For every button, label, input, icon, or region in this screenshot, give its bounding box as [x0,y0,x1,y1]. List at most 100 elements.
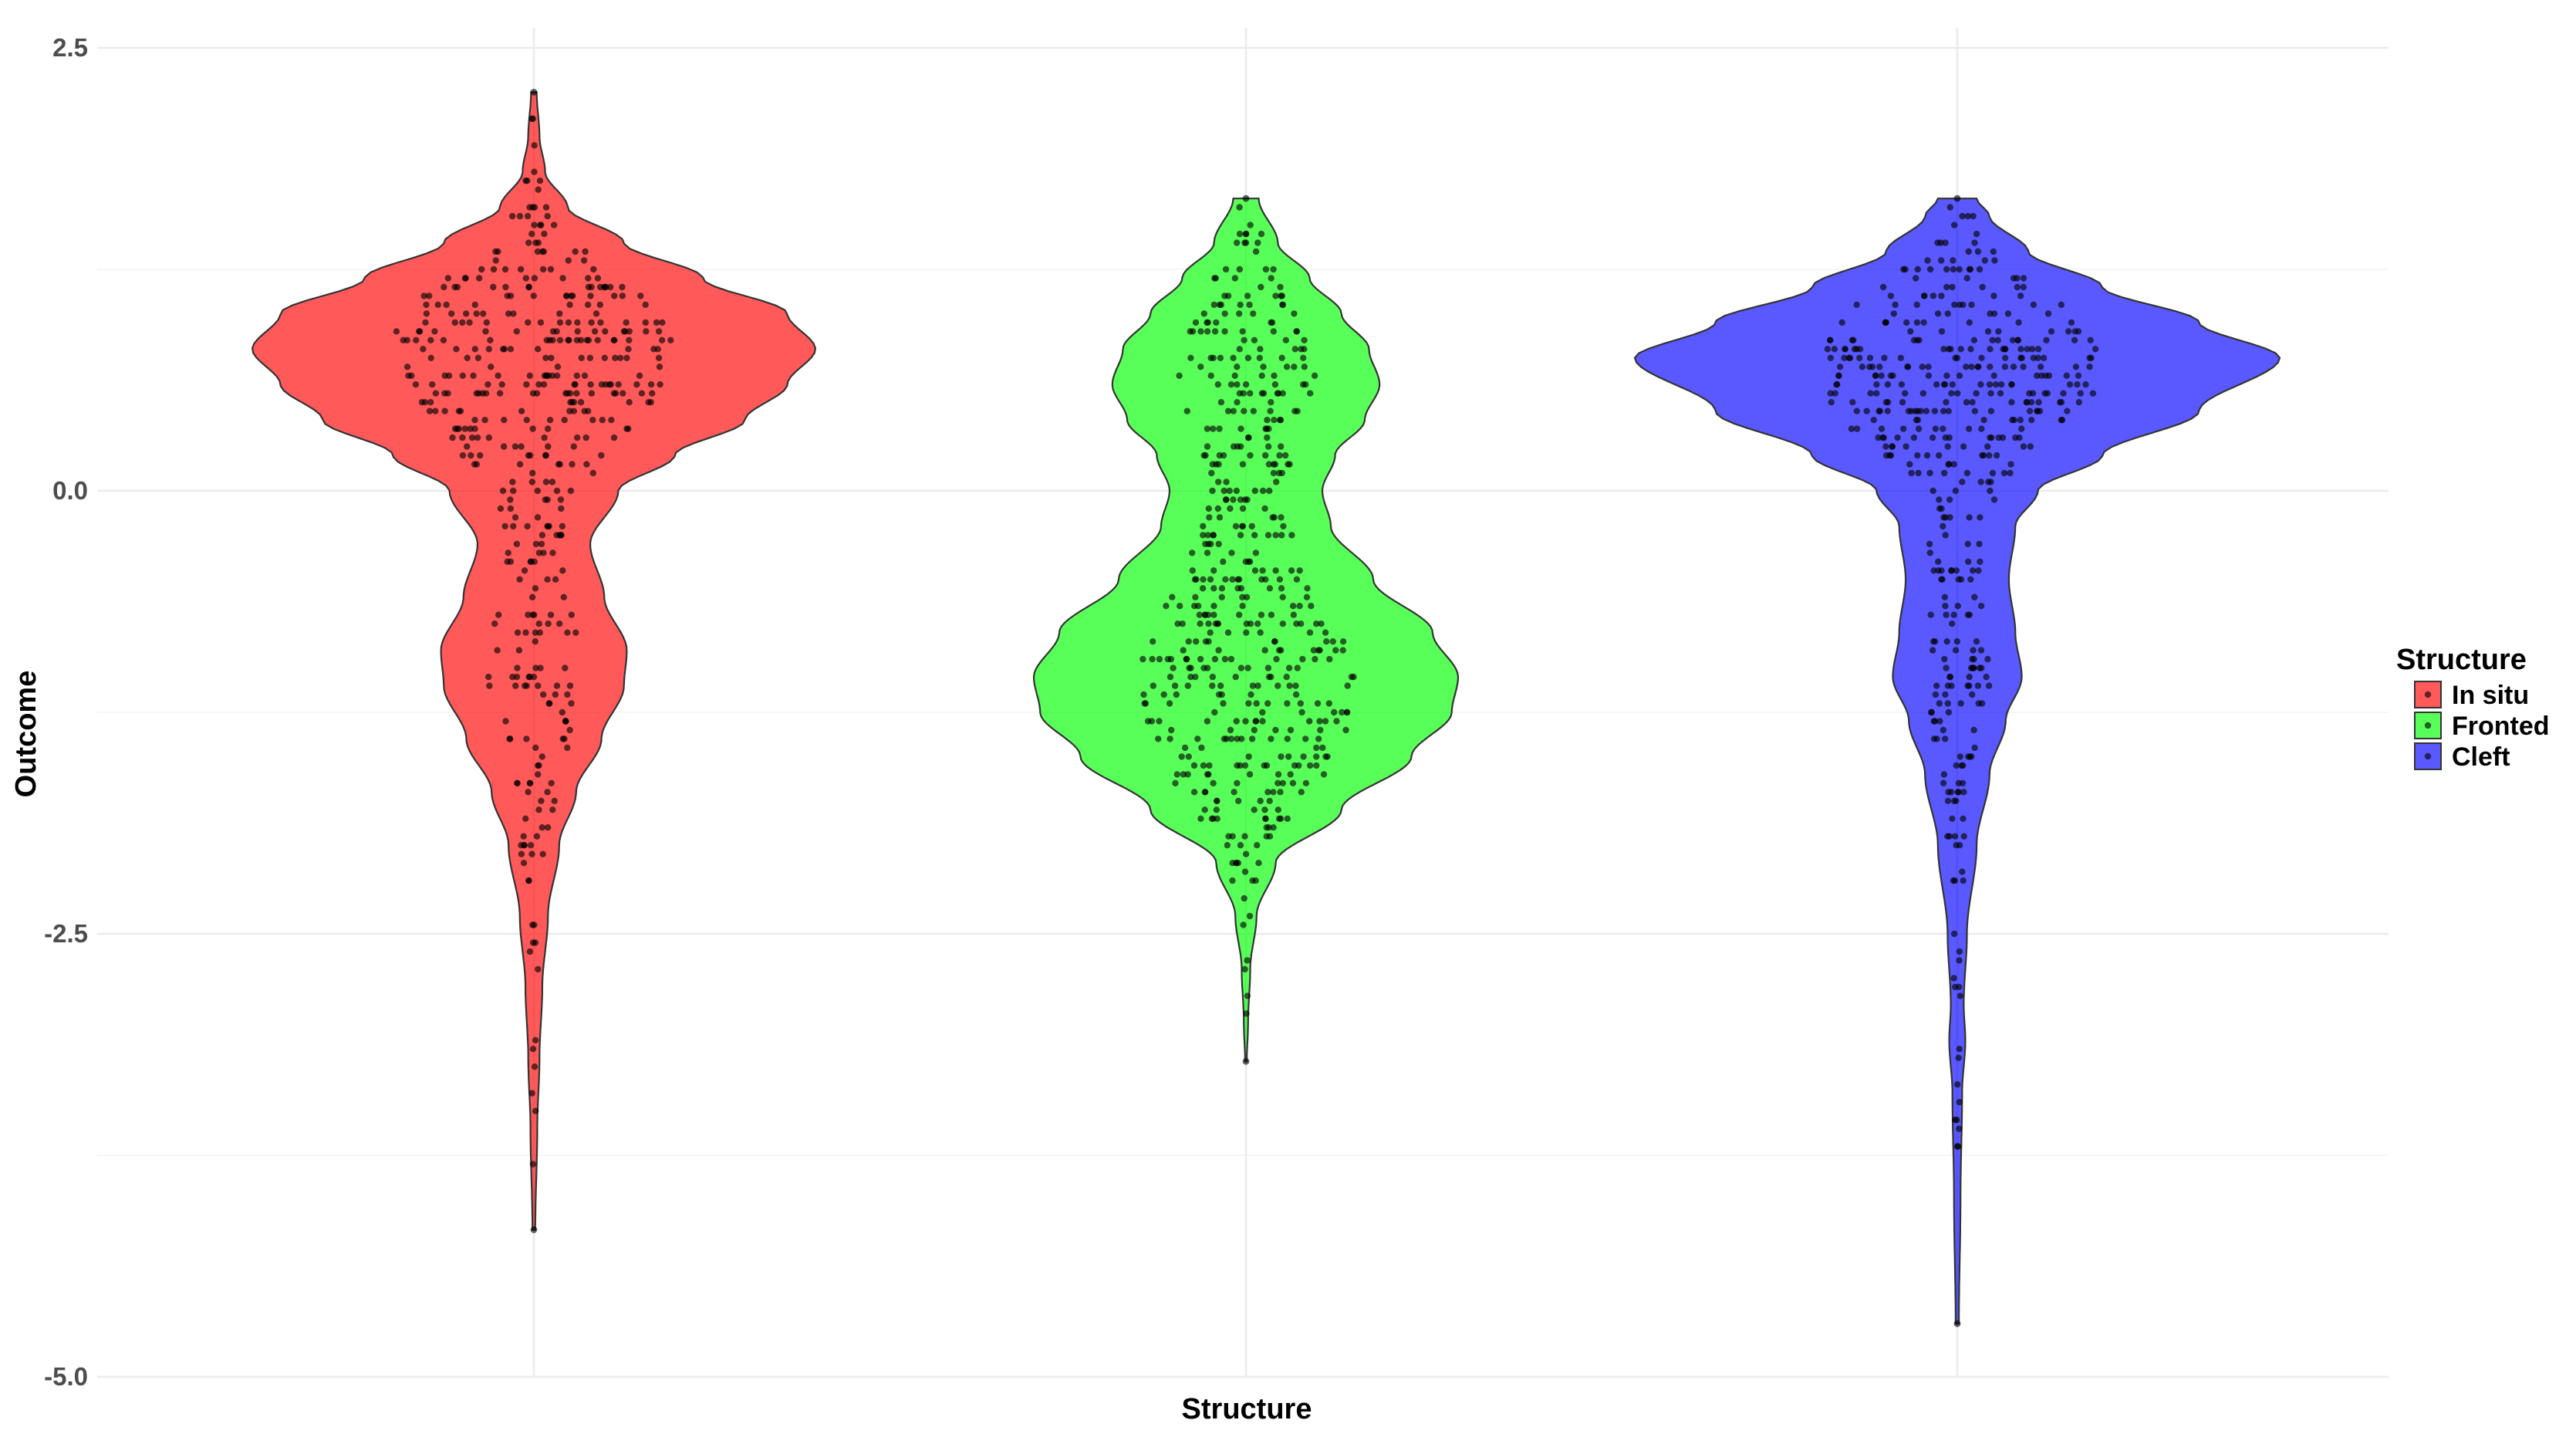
data-point [1245,753,1252,760]
data-point [473,310,480,317]
data-point [1300,354,1307,361]
data-point [1214,505,1222,512]
data-point [1322,718,1329,725]
data-point [1232,673,1239,681]
data-point [1878,372,1885,379]
data-point [643,328,650,335]
data-point [1938,292,1945,299]
data-point [1313,620,1320,627]
data-point [1300,753,1307,760]
data-point [1200,762,1207,769]
data-point [1313,744,1320,752]
data-point [1192,593,1199,600]
data-point [514,664,521,671]
data-point [1929,487,1936,495]
data-point [1243,1010,1250,1017]
data-point [1325,700,1333,707]
data-point [1243,620,1251,627]
data-point [1202,540,1209,548]
data-point [564,744,571,752]
data-point [1956,372,1963,379]
data-point [1237,496,1244,503]
data-point [1234,399,1241,406]
data-point [434,301,441,309]
data-point [1981,257,1988,264]
data-point [1210,585,1217,592]
data-point [623,354,630,361]
data-point [1227,726,1234,734]
data-point [536,178,544,184]
data-point [1266,585,1274,592]
data-point [1926,469,1933,477]
data-point [1835,372,1842,379]
data-point [549,549,556,556]
data-point [1832,390,1838,397]
data-point [1239,603,1246,610]
data-point [642,319,649,326]
data-point [502,283,509,291]
data-point [1172,779,1179,786]
data-point [466,319,473,326]
data-point [1245,434,1252,441]
data-point [606,381,613,388]
data-point [1966,265,1973,273]
data-point [1259,567,1266,574]
data-point [1924,257,1931,264]
data-point [542,204,550,211]
data-point [619,283,626,291]
data-point [1873,390,1880,397]
data-point [616,354,624,361]
data-point [1976,540,1983,548]
data-point [1954,603,1961,610]
data-point [1217,354,1224,361]
data-point [531,558,538,565]
data-point [1294,664,1302,671]
data-point [1204,718,1211,725]
data-point [553,372,561,379]
data-point [1951,930,1958,938]
data-point [1258,611,1265,618]
data-point [528,850,535,857]
data-point [525,877,532,884]
data-point [1262,451,1269,459]
data-point [558,532,565,539]
data-point [2007,469,2014,477]
data-point [1921,292,1928,299]
data-point [1969,567,1977,574]
data-point [1195,603,1202,610]
data-point [1266,833,1274,840]
data-point [1279,620,1287,627]
data-point [585,336,593,343]
data-point [441,372,448,379]
data-point [1266,797,1273,805]
data-point [1257,797,1264,805]
data-point [533,833,541,840]
data-point [534,514,542,521]
data-point [1139,655,1146,663]
data-point [2056,399,2064,406]
data-point [1926,265,1934,273]
data-point [506,735,514,742]
data-point [1193,638,1200,645]
data-point [1965,248,1972,255]
data-point [1236,265,1244,273]
data-point [459,451,467,459]
data-point [2020,283,2027,291]
data-point [591,328,599,335]
data-point [490,283,497,291]
data-point [1938,567,1945,574]
data-point [448,310,455,317]
data-point [1314,700,1322,707]
data-point [573,372,580,379]
data-point [525,239,532,246]
data-point [1227,381,1235,388]
data-point [1881,354,1888,361]
data-point [1237,443,1244,450]
data-point [544,522,551,530]
data-point [529,469,536,477]
data-point [637,292,644,299]
data-point [1269,514,1276,521]
data-point [1171,682,1179,689]
data-point [505,310,512,317]
data-point [1197,328,1204,335]
